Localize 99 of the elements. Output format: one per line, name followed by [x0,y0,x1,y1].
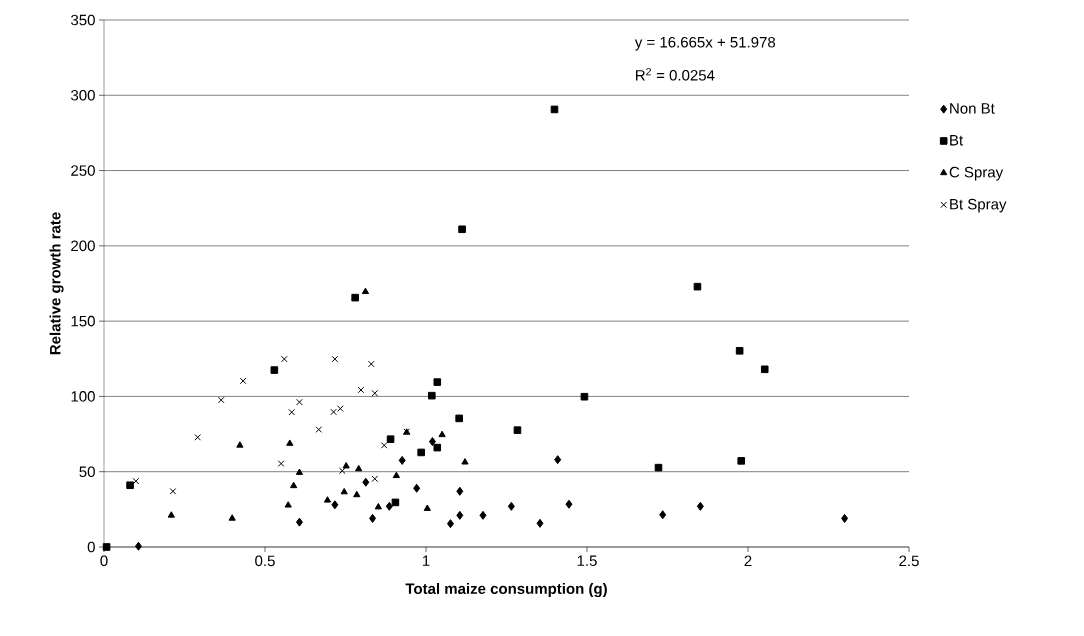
point [479,510,487,520]
point [398,455,406,465]
point [126,481,134,490]
point [281,355,288,363]
point [295,517,303,527]
point [423,504,431,511]
point [371,475,379,483]
y-tick-label: 150 [71,315,95,327]
point [290,481,298,489]
x-tick-label: 0 [100,555,108,567]
point [580,392,589,401]
point [295,468,304,475]
y-tick-label: 250 [71,165,95,176]
point [417,448,425,457]
point [353,490,361,498]
x-tick-label: 0.5 [255,555,275,567]
point [351,293,359,302]
point [380,442,388,449]
point [438,430,446,438]
point [132,477,140,485]
point [565,499,573,509]
y-tick-label: 100 [71,391,95,402]
point [696,501,704,511]
point [433,443,442,452]
point [331,500,339,510]
point [841,513,849,523]
point [169,487,177,495]
point [458,225,466,234]
point [550,105,559,114]
point [338,467,346,475]
point [413,483,421,493]
point [446,519,454,529]
point [654,463,663,472]
point [367,360,375,368]
point [357,386,365,394]
point [554,455,562,465]
point [428,437,436,447]
point [391,498,400,507]
point [385,501,393,511]
point [456,510,464,520]
point [296,398,303,406]
point [167,511,175,518]
point [277,460,285,467]
point [374,502,382,510]
point [513,426,522,434]
point [239,377,247,385]
point [386,435,395,443]
point [735,347,744,355]
annotation: R$^{2}$ = 0.0254 [636,67,715,81]
point [194,434,202,441]
y-tick-label: 200 [71,240,95,252]
x-tick-label: 2.5 [899,555,919,567]
point [217,396,225,404]
point [286,439,294,446]
point [507,501,515,511]
point [288,408,296,416]
point [337,405,344,412]
legend-label: Bt Spray [950,198,1007,213]
annotation: y = 16.665x + 51.978 [634,36,776,51]
y-tick-label: 0 [87,541,95,553]
point [228,514,236,521]
point [102,543,111,551]
y-tick-label: 350 [71,14,95,26]
y-axis-title: Relative growth rate [49,212,64,355]
x-tick-label: 1 [422,555,430,566]
point [361,287,370,295]
point [392,471,400,479]
point [461,458,469,465]
point [323,496,332,503]
x-tick-label: 2 [744,555,752,566]
point [456,486,464,496]
point [340,487,348,495]
point [659,510,667,520]
point [342,462,350,469]
point [236,441,244,448]
point [371,389,379,397]
legend-label: Bt [950,135,964,146]
point [330,408,337,416]
point [369,513,377,523]
point [455,414,463,423]
point [362,477,370,487]
legend-label: Non Bt [950,103,995,114]
x-tick-label: 1.5 [577,555,597,566]
point [331,355,339,363]
point [433,378,442,386]
point [270,366,279,374]
y-tick-label: 50 [79,466,95,477]
point [428,391,436,400]
point [134,541,142,551]
point [315,426,323,433]
point [693,282,702,291]
point [355,464,363,472]
point [737,457,746,465]
legend-label: C Spray [949,166,1004,181]
point [760,365,769,374]
x-axis-title: Total maize consumption (g) [405,583,607,598]
y-tick-label: 300 [71,89,95,101]
point [284,501,292,508]
point [536,518,544,528]
